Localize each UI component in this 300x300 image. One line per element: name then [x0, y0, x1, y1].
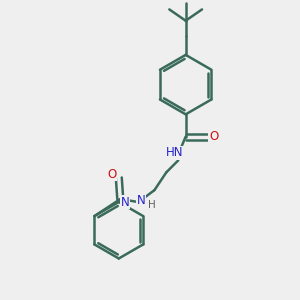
Text: N: N [121, 196, 130, 208]
Text: O: O [209, 130, 218, 143]
Text: HN: HN [166, 146, 183, 160]
Text: O: O [108, 168, 117, 181]
Text: H: H [148, 200, 156, 210]
Text: N: N [137, 194, 146, 207]
